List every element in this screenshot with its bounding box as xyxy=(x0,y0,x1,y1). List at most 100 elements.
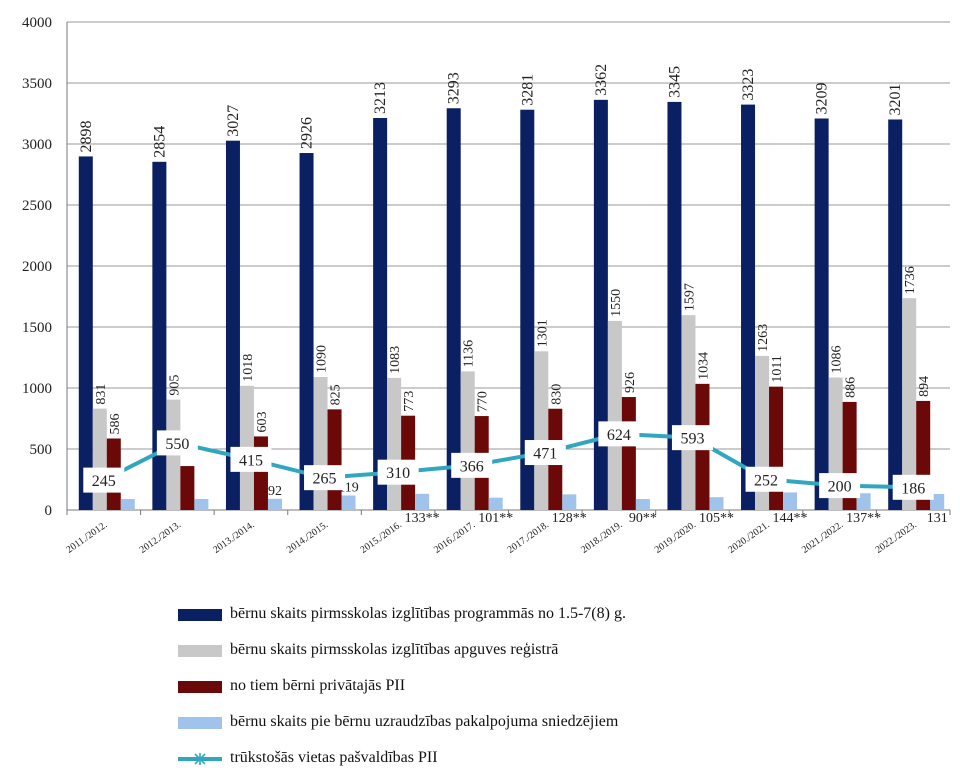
y-tick-label: 4000 xyxy=(22,15,52,31)
bar xyxy=(520,109,535,510)
data-label: 3209 xyxy=(814,83,831,115)
line-label-box xyxy=(230,446,272,472)
legend-label: bērnu skaits pie bērnu uzraudzības pakal… xyxy=(230,713,619,730)
bar xyxy=(783,492,798,510)
data-label: 830 xyxy=(549,384,564,405)
line-data-label: 245 xyxy=(92,473,116,490)
data-label: 831 xyxy=(94,384,109,405)
data-label: 1263 xyxy=(756,324,771,352)
data-label: 1011 xyxy=(770,355,785,382)
line-data-label: 252 xyxy=(754,472,778,489)
data-label: 3293 xyxy=(446,72,463,104)
bar xyxy=(814,118,829,510)
y-tick-label: 2000 xyxy=(22,259,52,275)
bar xyxy=(120,499,135,510)
bar xyxy=(681,315,696,510)
y-tick-label: 0 xyxy=(45,503,53,519)
line-data-label: 593 xyxy=(680,431,704,448)
line-label-box xyxy=(377,459,419,485)
y-tick-label: 500 xyxy=(30,442,53,458)
data-label: 128** xyxy=(552,511,587,526)
legend-label: no tiem bērni privātajās PII xyxy=(230,677,406,694)
data-label: 1083 xyxy=(388,346,403,374)
data-label: 3281 xyxy=(519,74,536,106)
data-label: 3345 xyxy=(666,66,683,98)
data-label: 1018 xyxy=(241,354,256,382)
x-tick-label: 2015./2016. xyxy=(358,519,403,555)
data-label: 825 xyxy=(329,384,344,405)
line-label-box xyxy=(524,440,566,466)
bar xyxy=(341,495,356,510)
legend-label: trūkstošās vietas pašvaldības PII xyxy=(230,749,438,766)
line-data-label: 366 xyxy=(460,458,484,475)
data-label: 101** xyxy=(478,511,513,526)
bar xyxy=(415,493,430,510)
line-data-label: 471 xyxy=(533,446,557,463)
data-label: 1090 xyxy=(315,345,330,373)
line-data-label: 415 xyxy=(239,452,263,469)
data-label: 886 xyxy=(844,377,859,398)
data-label: 3201 xyxy=(887,83,904,115)
bar xyxy=(152,161,167,510)
data-label: 1301 xyxy=(535,319,550,347)
y-tick-label: 2500 xyxy=(22,198,52,214)
line-label-box xyxy=(819,473,861,499)
line-labels: 245 550 415 265 310 366 471 624 593 252 200 186 xyxy=(83,421,934,500)
data-label: 90** xyxy=(629,511,657,526)
legend-swatch-privatas xyxy=(178,681,222,693)
data-label: 137** xyxy=(846,511,881,526)
bar xyxy=(534,351,549,510)
bar xyxy=(667,101,682,510)
x-tick-label: 2019./2020. xyxy=(653,519,698,555)
line-data-label: 624 xyxy=(607,427,631,444)
y-tick-label: 3000 xyxy=(22,137,52,153)
bar xyxy=(267,498,282,510)
bar xyxy=(635,499,650,510)
data-label: 1086 xyxy=(830,346,845,374)
data-label: 894 xyxy=(917,376,932,397)
data-label: 92 xyxy=(268,484,282,499)
grid xyxy=(67,21,950,511)
chart: 0 500 1000 1500 2000 2500 3000 3500 4000 2011./20… xyxy=(22,15,951,556)
bar xyxy=(460,371,475,510)
line-label-box xyxy=(451,452,493,478)
bar xyxy=(562,494,577,510)
data-label: 3027 xyxy=(225,105,242,137)
data-label: 144** xyxy=(773,511,808,526)
line-data-label: 265 xyxy=(313,471,337,488)
bar xyxy=(180,466,195,510)
data-label: 3213 xyxy=(372,82,389,114)
bar xyxy=(902,298,917,510)
line-label-box xyxy=(156,430,198,456)
line-data-label: 310 xyxy=(386,465,410,482)
line-label-box xyxy=(304,465,346,491)
legend-swatch-trukstosas xyxy=(178,753,222,765)
data-label: 105** xyxy=(699,511,734,526)
legend-swatch-registrs xyxy=(178,645,222,657)
y-tick-label: 1500 xyxy=(22,320,52,336)
bar xyxy=(593,99,608,510)
bar-labels: 2898 2854 3027 2926 3213 3293 3281 3362 3345 3323… xyxy=(78,64,948,526)
data-label: 770 xyxy=(476,391,491,412)
bar xyxy=(92,408,107,510)
line-label-box xyxy=(598,421,640,447)
bar xyxy=(225,140,240,510)
legend-label: bērnu skaits pirmsskolas izglītības prog… xyxy=(230,605,626,622)
x-tick-label: 2011./2012. xyxy=(64,519,109,555)
bar xyxy=(446,108,461,510)
data-label: 1597 xyxy=(682,283,697,311)
data-label: 2898 xyxy=(78,120,95,152)
bar xyxy=(299,153,314,510)
legend-swatch-uzraudzibas xyxy=(178,717,222,729)
x-tick-label: 2014./2015. xyxy=(285,519,330,555)
data-label: 131 xyxy=(927,511,948,526)
bar xyxy=(373,118,388,510)
data-label: 1136 xyxy=(462,340,477,367)
line-data-label: 200 xyxy=(828,479,852,496)
bar xyxy=(709,497,724,510)
bar xyxy=(387,377,402,510)
bar xyxy=(621,397,636,510)
bar xyxy=(607,320,622,510)
line-label-box xyxy=(892,474,934,500)
data-label: 773 xyxy=(402,391,417,412)
